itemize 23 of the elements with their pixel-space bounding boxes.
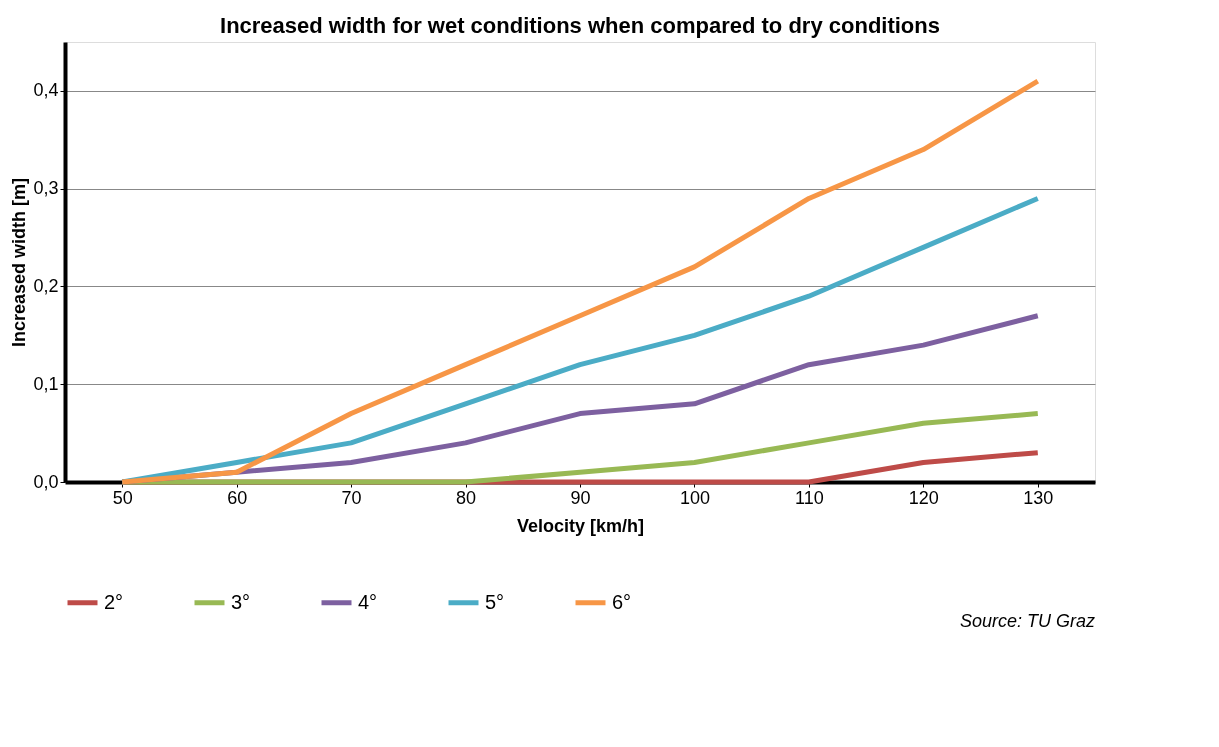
chart-title: Increased width for wet conditions when compared to dry conditions	[220, 13, 940, 38]
x-tick-label: 80	[456, 487, 477, 508]
x-tick-label: 60	[227, 487, 248, 508]
x-tick-label: 50	[112, 487, 133, 508]
legend-label: 6°	[612, 590, 632, 613]
y-tick-label: 0,4	[33, 80, 59, 101]
x-tick-label: 70	[341, 487, 362, 508]
source-note: Source: TU Graz	[959, 611, 1095, 631]
x-axis-title: Velocity [km/h]	[516, 515, 645, 536]
legend-label: 2°	[104, 590, 124, 613]
y-tick-label: 0,2	[33, 275, 59, 296]
x-tick-label: 120	[908, 487, 939, 508]
y-tick-label: 0,0	[33, 471, 59, 492]
x-tick-label: 90	[570, 487, 591, 508]
y-tick-label: 0,3	[33, 178, 59, 199]
x-tick-label: 130	[1023, 487, 1054, 508]
x-tick-label: 110	[795, 487, 824, 508]
y-axis-title: Increased width [m]	[9, 177, 30, 348]
x-tick-label: 100	[679, 487, 710, 508]
legend-label: 4°	[358, 590, 378, 613]
y-tick-label: 0,1	[33, 373, 59, 394]
legend-label: 5°	[485, 590, 505, 613]
legend-label: 3°	[231, 590, 251, 613]
